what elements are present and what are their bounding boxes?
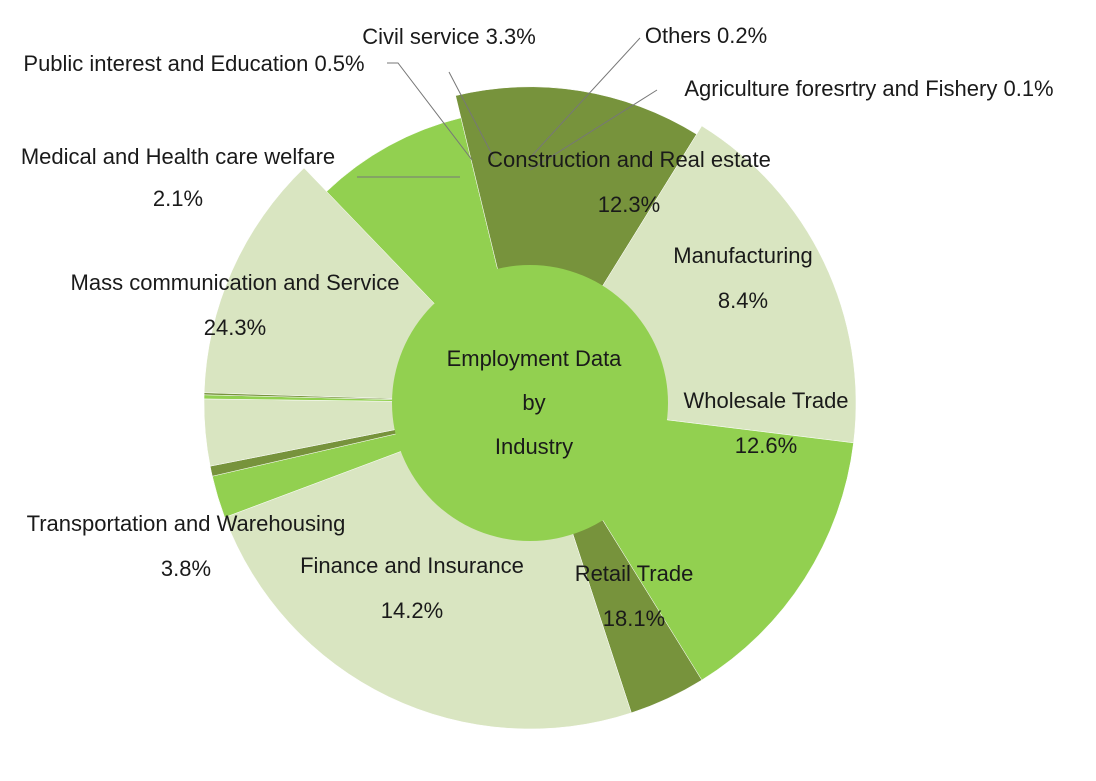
value-label-retail-trade: 18.1%: [603, 606, 665, 631]
label-mass-communication-and-service: Mass communication and Service: [71, 270, 400, 295]
label-transportation-and-warehousing: Transportation and Warehousing: [27, 511, 346, 536]
label-medical-and-health-care-welfare: Medical and Health care welfare: [21, 144, 335, 169]
center-title-line-3: Industry: [495, 434, 573, 459]
slice-labels: Construction and Real estate 12.3% Manufac…: [21, 23, 1054, 631]
label-agriculture-foresrtry-and-fishery: Agriculture foresrtry and Fishery 0.1%: [684, 76, 1053, 101]
label-public-interest-and-education: Public interest and Education 0.5%: [23, 51, 364, 76]
leader-lines: [357, 37, 658, 178]
label-manufacturing: Manufacturing: [673, 243, 812, 268]
value-label-finance-and-insurance: 14.2%: [381, 598, 443, 623]
label-others: Others 0.2%: [645, 23, 767, 48]
leader-line-agriculture-foresrtry-and-fishery: [529, 89, 658, 171]
leader-line-civil-service: [448, 71, 496, 161]
center-title-line-1: Employment Data: [447, 346, 623, 371]
center-title-line-2: by: [522, 390, 545, 415]
value-label-manufacturing: 8.4%: [718, 288, 768, 313]
label-wholesale-trade: Wholesale Trade: [683, 388, 848, 413]
value-label-construction-and-real-estate: 12.3%: [598, 192, 660, 217]
label-civil-service: Civil service 3.3%: [362, 24, 536, 49]
value-label-medical-and-health-care-welfare: 2.1%: [153, 186, 203, 211]
leader-line-others: [527, 37, 641, 161]
value-label-wholesale-trade: 12.6%: [735, 433, 797, 458]
label-construction-and-real-estate: Construction and Real estate: [487, 147, 771, 172]
label-finance-and-insurance: Finance and Insurance: [300, 553, 524, 578]
leader-line-public-interest-and-education: [387, 62, 473, 161]
center-hole: [392, 265, 668, 541]
value-label-mass-communication-and-service: 24.3%: [204, 315, 266, 340]
label-retail-trade: Retail Trade: [575, 561, 694, 586]
value-label-transportation-and-warehousing: 3.8%: [161, 556, 211, 581]
